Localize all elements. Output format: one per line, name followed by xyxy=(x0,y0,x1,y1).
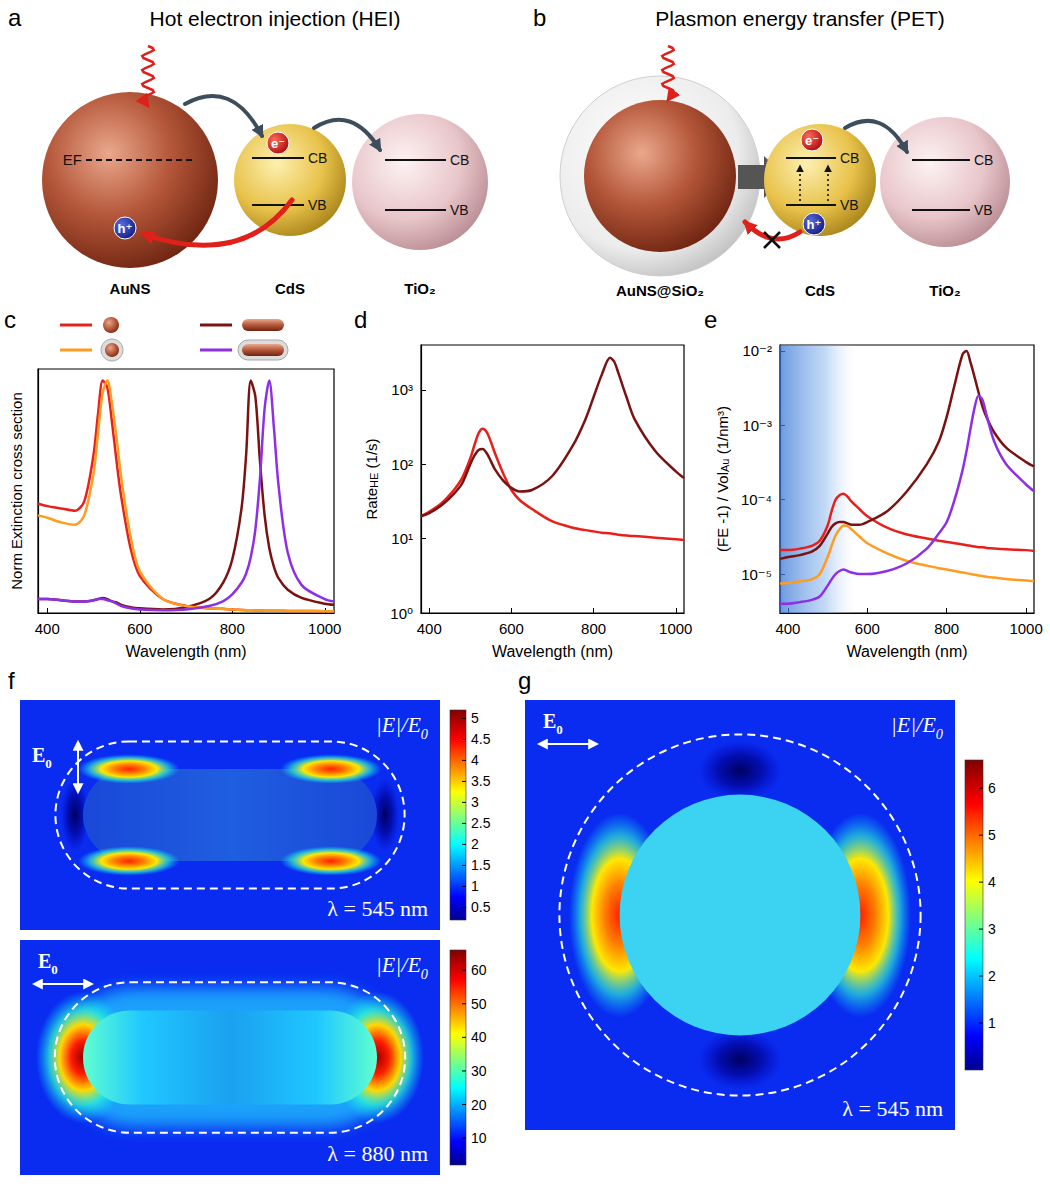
svg-text:3: 3 xyxy=(988,921,996,937)
svg-text:CB: CB xyxy=(974,152,993,168)
svg-text:TiO₂: TiO₂ xyxy=(929,282,960,299)
svg-text:VB: VB xyxy=(974,202,993,218)
svg-text:10⁻⁴: 10⁻⁴ xyxy=(741,491,772,508)
svg-text:1000: 1000 xyxy=(308,620,341,637)
svg-text:|E|/E0: |E|/E0 xyxy=(376,952,428,982)
svg-text:|E|/E0: |E|/E0 xyxy=(891,712,943,742)
svg-text:f: f xyxy=(8,667,15,694)
svg-text:800: 800 xyxy=(934,620,959,637)
svg-text:6: 6 xyxy=(988,780,996,796)
svg-text:λ = 545 nm: λ = 545 nm xyxy=(327,896,428,921)
svg-text:2.5: 2.5 xyxy=(471,815,491,831)
svg-text:VB: VB xyxy=(840,197,859,213)
svg-text:600: 600 xyxy=(855,620,880,637)
svg-text:5: 5 xyxy=(988,827,996,843)
svg-text:50: 50 xyxy=(471,996,487,1012)
svg-text:CB: CB xyxy=(450,152,469,168)
svg-text:CdS: CdS xyxy=(275,280,305,297)
svg-text:10²: 10² xyxy=(391,456,413,473)
svg-text:Rate: Rate xyxy=(363,488,380,520)
svg-text:b: b xyxy=(533,4,546,31)
svg-text:20: 20 xyxy=(471,1097,487,1113)
svg-text:800: 800 xyxy=(581,620,606,637)
svg-text:AuNS@SiO₂: AuNS@SiO₂ xyxy=(616,282,704,299)
svg-text:g: g xyxy=(518,667,531,694)
svg-text:1000: 1000 xyxy=(659,620,692,637)
svg-text:2: 2 xyxy=(988,968,996,984)
svg-text:EF: EF xyxy=(63,151,82,168)
svg-text:10¹: 10¹ xyxy=(391,530,413,547)
svg-text:CB: CB xyxy=(308,150,327,166)
svg-text:c: c xyxy=(4,306,16,333)
svg-text:λ = 880 nm: λ = 880 nm xyxy=(327,1141,428,1166)
svg-text:|E|/E0: |E|/E0 xyxy=(376,712,428,742)
svg-text:4: 4 xyxy=(988,874,996,890)
svg-text:HE: HE xyxy=(368,473,380,488)
svg-text:e⁻: e⁻ xyxy=(805,133,819,148)
svg-text:1000: 1000 xyxy=(1009,620,1042,637)
svg-text:Hot electron injection (HEI): Hot electron injection (HEI) xyxy=(150,7,401,30)
svg-text:VB: VB xyxy=(308,197,327,213)
svg-text:600: 600 xyxy=(127,620,152,637)
svg-text:60: 60 xyxy=(471,962,487,978)
svg-text:3: 3 xyxy=(471,794,479,810)
svg-text:e: e xyxy=(704,306,717,333)
svg-text:400: 400 xyxy=(35,620,60,637)
svg-text:Norm Extinction cross section: Norm Extinction cross section xyxy=(8,392,25,590)
svg-text:CdS: CdS xyxy=(805,282,835,299)
svg-text:Wavelength (nm): Wavelength (nm) xyxy=(492,643,613,660)
svg-text:(FE -1) / Vol: (FE -1) / Vol xyxy=(714,472,731,552)
svg-text:4: 4 xyxy=(471,752,479,768)
svg-text:E0: E0 xyxy=(32,744,52,771)
svg-text:Au: Au xyxy=(719,459,731,472)
svg-text:(1/s): (1/s) xyxy=(363,438,380,472)
svg-text:10³: 10³ xyxy=(391,381,413,398)
svg-text:0.5: 0.5 xyxy=(471,899,491,915)
svg-text:40: 40 xyxy=(471,1029,487,1045)
svg-text:E0: E0 xyxy=(38,950,58,977)
svg-text:e⁻: e⁻ xyxy=(271,136,285,151)
svg-text:h⁺: h⁺ xyxy=(807,217,822,232)
svg-text:AuNS: AuNS xyxy=(110,280,151,297)
svg-text:10: 10 xyxy=(471,1130,487,1146)
svg-text:λ = 545 nm: λ = 545 nm xyxy=(842,1096,943,1121)
svg-text:10⁻²: 10⁻² xyxy=(742,342,772,359)
svg-text:5: 5 xyxy=(471,710,479,726)
svg-text:10⁻³: 10⁻³ xyxy=(742,417,772,434)
svg-text:2: 2 xyxy=(471,836,479,852)
svg-text:400: 400 xyxy=(417,620,442,637)
svg-text:(1/nm³): (1/nm³) xyxy=(714,406,731,459)
svg-text:Plasmon energy transfer (PET): Plasmon energy transfer (PET) xyxy=(655,7,944,30)
svg-text:10⁻⁵: 10⁻⁵ xyxy=(741,566,772,583)
svg-text:10⁰: 10⁰ xyxy=(390,605,413,622)
svg-text:VB: VB xyxy=(450,202,469,218)
svg-text:4.5: 4.5 xyxy=(471,731,491,747)
svg-text:400: 400 xyxy=(775,620,800,637)
svg-text:E0: E0 xyxy=(543,710,563,737)
svg-text:1.5: 1.5 xyxy=(471,857,491,873)
svg-text:d: d xyxy=(354,306,367,333)
svg-text:30: 30 xyxy=(471,1063,487,1079)
svg-text:800: 800 xyxy=(220,620,245,637)
svg-text:1: 1 xyxy=(988,1015,996,1031)
svg-text:CB: CB xyxy=(840,150,859,166)
svg-text:600: 600 xyxy=(499,620,524,637)
svg-text:TiO₂: TiO₂ xyxy=(404,280,435,297)
svg-text:1: 1 xyxy=(471,878,479,894)
svg-text:Wavelength (nm): Wavelength (nm) xyxy=(125,643,246,660)
svg-text:a: a xyxy=(8,4,22,31)
svg-text:Wavelength (nm): Wavelength (nm) xyxy=(846,643,967,660)
svg-text:h⁺: h⁺ xyxy=(118,221,133,236)
svg-text:3.5: 3.5 xyxy=(471,773,491,789)
